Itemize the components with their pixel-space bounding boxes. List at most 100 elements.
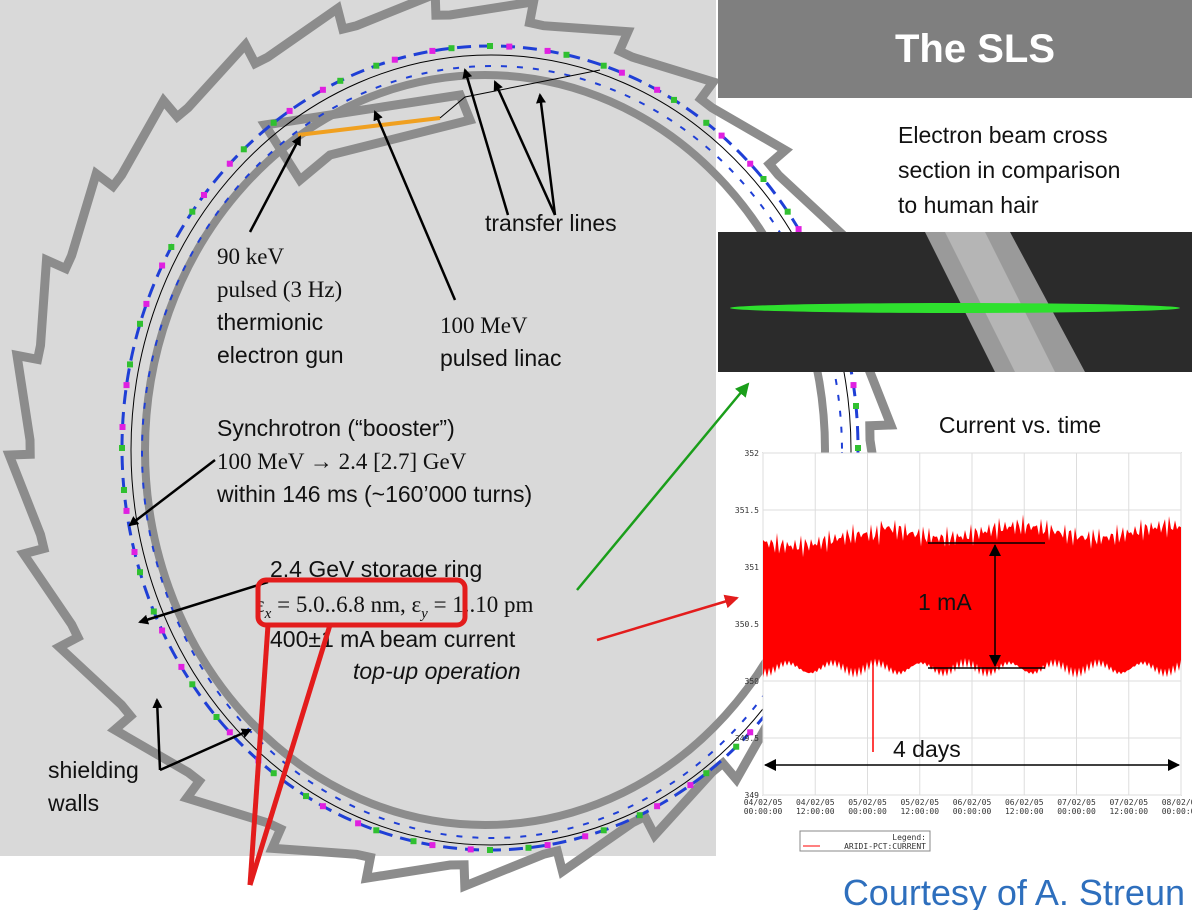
magnet xyxy=(487,847,493,853)
magnet xyxy=(654,803,661,810)
beam-line xyxy=(130,54,852,846)
pointer xyxy=(247,624,333,886)
linac xyxy=(297,116,441,137)
x-tick-label: 00:00:00 xyxy=(1162,807,1192,816)
magnet xyxy=(226,160,233,167)
magnet xyxy=(121,487,127,493)
highlight-box xyxy=(255,577,468,628)
transfer-line xyxy=(439,69,601,119)
hair-caption: Electron beam cross section in compariso… xyxy=(898,122,1120,218)
arrow xyxy=(536,93,557,216)
x-tick-label: 07/02/05 xyxy=(1057,798,1096,807)
magnet xyxy=(747,160,754,167)
label: 400±1 mA beam current xyxy=(270,626,516,652)
x-tick-label: 04/02/05 xyxy=(744,798,783,807)
arrow xyxy=(128,459,216,527)
magnet xyxy=(636,812,643,819)
x-tick-label: 05/02/05 xyxy=(900,798,939,807)
span-label: 1 mA xyxy=(918,589,972,615)
y-tick-label: 349.5 xyxy=(735,734,759,743)
label: 90 keV xyxy=(217,244,284,269)
magnet xyxy=(319,803,326,810)
magnet xyxy=(654,86,661,93)
y-tick-label: 351 xyxy=(745,563,760,572)
label: thermionic xyxy=(217,309,323,335)
magnet xyxy=(355,820,362,827)
y-tick-label: 351.5 xyxy=(735,506,759,515)
emittance-part: = 5.0..6.8 nm, xyxy=(271,592,411,617)
magnet xyxy=(506,43,513,50)
magnet xyxy=(448,45,455,52)
magnet xyxy=(270,770,277,777)
annotations: transfer lines 90 keV pulsed (3 Hz) thermio… xyxy=(47,68,1180,886)
caption-line: Electron beam cross xyxy=(898,122,1108,148)
x-tick-label: 00:00:00 xyxy=(848,807,887,816)
x-tick-label: 12:00:00 xyxy=(1109,807,1148,816)
x-tick-label: 00:00:00 xyxy=(744,807,783,816)
arrow xyxy=(493,80,557,216)
label: 100 MeV xyxy=(440,313,528,338)
label: transfer lines xyxy=(485,210,617,236)
magnet xyxy=(795,226,802,233)
current-band xyxy=(763,514,1181,678)
pointer xyxy=(247,624,271,886)
magnet xyxy=(373,62,380,69)
magnet xyxy=(189,208,196,215)
magnet xyxy=(850,382,857,389)
arrow xyxy=(373,110,457,301)
magnet xyxy=(319,86,326,93)
emittance-part: ε xyxy=(411,592,421,617)
magnet xyxy=(760,176,767,182)
magnet xyxy=(337,77,344,84)
magnet xyxy=(213,714,220,720)
magnet xyxy=(410,838,417,845)
legend-entry: ARIDI-PCT:CURRENT xyxy=(844,842,926,851)
magnet xyxy=(391,56,398,63)
emittance-part: = 1..10 pm xyxy=(428,592,534,617)
magnet xyxy=(525,844,532,851)
magnet xyxy=(747,729,754,736)
label: top-up operation xyxy=(353,658,521,684)
magnet xyxy=(201,192,207,198)
magnet xyxy=(303,793,309,800)
y-tick-label: 350.5 xyxy=(735,620,759,629)
caption-line: section in comparison xyxy=(898,157,1120,183)
linac-tunnel xyxy=(257,90,477,187)
magnet xyxy=(143,300,150,307)
magnet xyxy=(373,827,380,834)
emittance-part: y xyxy=(419,606,428,622)
magnet xyxy=(168,244,175,250)
x-tick-label: 04/02/05 xyxy=(796,798,835,807)
magnet xyxy=(687,782,694,789)
arrow xyxy=(248,135,302,233)
magnet xyxy=(159,627,166,634)
magnet xyxy=(853,403,859,409)
magnet xyxy=(703,770,710,777)
title: The SLS xyxy=(895,27,1055,71)
title-bar xyxy=(718,0,1192,98)
x-tick-label: 00:00:00 xyxy=(1057,807,1096,816)
label: electron gun xyxy=(217,342,344,368)
y-tick-label: 350 xyxy=(745,677,760,686)
magnet xyxy=(270,119,277,126)
x-tick-label: 12:00:00 xyxy=(1005,807,1044,816)
label: Synchrotron (“booster”) xyxy=(217,415,455,441)
legend-box xyxy=(799,830,931,852)
x-tick-label: 07/02/05 xyxy=(1109,798,1148,807)
x-tick-label: 06/02/05 xyxy=(1005,798,1044,807)
current-plot: 04/02/0500:00:0004/02/0512:00:0005/02/05… xyxy=(735,449,1192,816)
magnet xyxy=(123,382,130,389)
magnet xyxy=(189,681,196,688)
magnet xyxy=(544,47,551,54)
magnet xyxy=(718,132,725,139)
magnet xyxy=(159,262,166,269)
magnet xyxy=(487,43,493,49)
magnet xyxy=(131,549,138,555)
arrow xyxy=(138,580,269,625)
magnet xyxy=(467,846,474,853)
label: walls xyxy=(47,790,99,816)
arrow xyxy=(576,382,750,591)
magnet xyxy=(119,445,125,451)
